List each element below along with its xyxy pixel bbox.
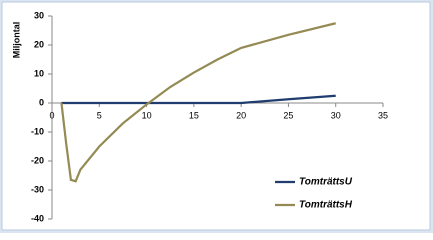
x-tick-label: 35 (378, 110, 388, 120)
chart-area (1, 1, 431, 231)
y-tick-label: -30 (31, 184, 44, 194)
y-tick-label: -40 (31, 213, 44, 223)
y-tick-label: -10 (31, 126, 44, 136)
y-tick-label: -20 (31, 155, 44, 165)
line-series (61, 94, 336, 105)
x-tick-label: 20 (236, 110, 246, 120)
y-tick-label: 30 (34, 10, 44, 20)
x-tick-label: 10 (142, 110, 152, 120)
y-axis-label: Miljontal (11, 22, 21, 59)
x-tick-label: 30 (331, 110, 341, 120)
x-tick-label: 5 (97, 110, 102, 120)
chart: Miljontal -40 -30 -20 -10 0 10 20 30 0 5 10 15 20 25 3… (0, 0, 433, 233)
y-tick-label: 20 (34, 39, 44, 49)
y-tick-label: 10 (34, 68, 44, 78)
x-tick-label: 15 (189, 110, 199, 120)
x-tick-label: 0 (49, 110, 54, 120)
legend-label: TomträttsU (299, 177, 353, 188)
legend-label: TomträttsH (299, 200, 353, 211)
x-tick-label: 25 (283, 110, 293, 120)
y-tick-label: 0 (39, 97, 44, 107)
line-series (60, 22, 336, 183)
